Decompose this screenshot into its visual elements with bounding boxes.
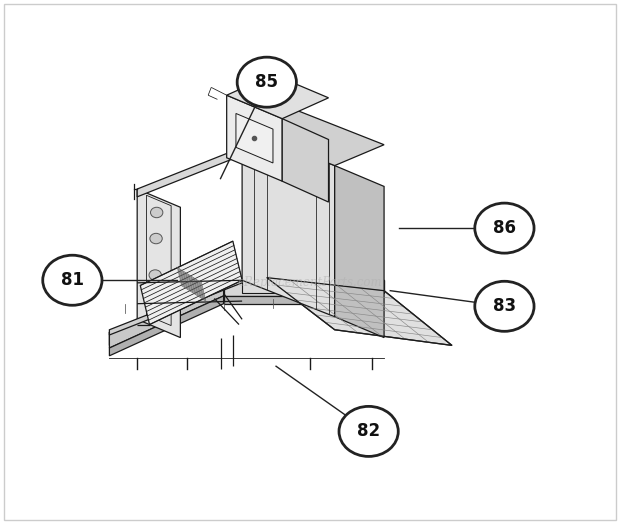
Polygon shape [109, 280, 384, 345]
Text: eReplacementParts.com: eReplacementParts.com [237, 276, 383, 289]
Polygon shape [109, 280, 224, 348]
Circle shape [150, 233, 162, 244]
Polygon shape [109, 278, 242, 335]
Circle shape [43, 255, 102, 305]
Text: 83: 83 [493, 297, 516, 315]
Circle shape [237, 57, 296, 107]
Circle shape [148, 301, 161, 311]
Text: 85: 85 [255, 73, 278, 91]
Polygon shape [137, 147, 242, 197]
Polygon shape [224, 296, 384, 304]
Polygon shape [140, 241, 242, 324]
Text: 81: 81 [61, 271, 84, 289]
Polygon shape [227, 95, 282, 181]
Polygon shape [242, 280, 384, 293]
Polygon shape [267, 278, 452, 345]
Polygon shape [242, 108, 384, 166]
Polygon shape [227, 74, 329, 118]
Polygon shape [282, 118, 329, 202]
Text: 82: 82 [357, 422, 380, 440]
Text: 86: 86 [493, 219, 516, 237]
Polygon shape [137, 189, 180, 337]
Polygon shape [335, 166, 384, 337]
Polygon shape [224, 280, 384, 296]
Polygon shape [242, 129, 335, 316]
Circle shape [149, 270, 161, 280]
Polygon shape [109, 296, 224, 356]
Polygon shape [236, 114, 273, 163]
Circle shape [475, 281, 534, 331]
Circle shape [151, 208, 163, 217]
Circle shape [339, 407, 398, 456]
Circle shape [475, 203, 534, 253]
